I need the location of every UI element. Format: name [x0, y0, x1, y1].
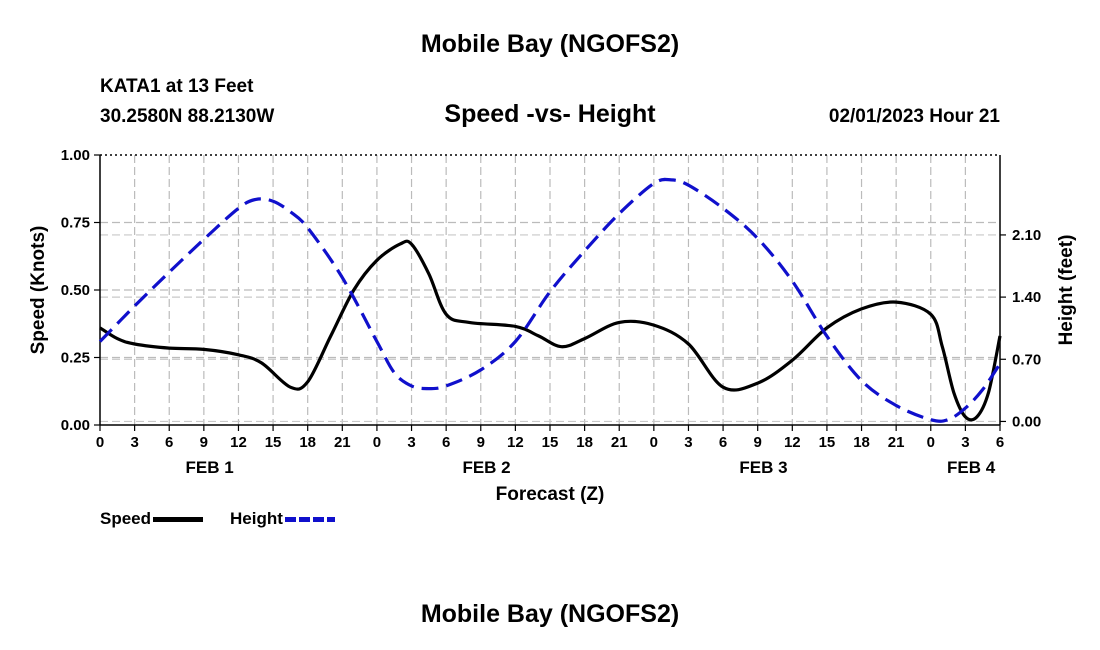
x-tick-label: 12 [784, 434, 801, 451]
y-tick-label-right: 0.00 [1012, 413, 1041, 430]
y-tick-label-left: 0.25 [61, 350, 90, 367]
legend-height-swatch [284, 516, 335, 522]
y-tick-label-left: 0.75 [61, 215, 90, 232]
y-axis-title-left: Speed (Knots) [28, 226, 49, 355]
x-tick-label: 0 [373, 434, 381, 451]
x-tick-label: 0 [96, 434, 104, 451]
x-tick-label: 21 [611, 434, 628, 451]
legend-speed: Speed [100, 509, 204, 529]
x-day-label: FEB 4 [947, 458, 996, 477]
x-tick-label: 3 [130, 434, 138, 451]
x-tick-label: 15 [265, 434, 282, 451]
x-tick-label: 6 [719, 434, 727, 451]
y-tick-label-right: 2.10 [1012, 227, 1041, 244]
y-tick-label-left: 1.00 [61, 147, 90, 164]
x-tick-label: 0 [650, 434, 658, 451]
x-tick-label: 18 [576, 434, 593, 451]
y-axis-title-right: Height (feet) [1056, 235, 1077, 346]
x-tick-label: 15 [542, 434, 559, 451]
y-tick-label-left: 0.00 [61, 417, 90, 434]
x-tick-label: 6 [996, 434, 1004, 451]
x-tick-label: 6 [442, 434, 450, 451]
footer-title: Mobile Bay (NGOFS2) [420, 600, 680, 628]
forecast-datetime: 02/01/2023 Hour 21 [828, 106, 1000, 127]
y-tick-label-left: 0.50 [61, 282, 90, 299]
chart-subtitle: Speed -vs- Height [444, 100, 656, 128]
x-tick-label: 21 [334, 434, 351, 451]
legend-height: Height [230, 509, 335, 529]
x-tick-label: 3 [407, 434, 415, 451]
x-tick-label: 18 [853, 434, 870, 451]
x-tick-label: 9 [200, 434, 208, 451]
y-tick-label-right: 0.70 [1012, 351, 1041, 368]
x-tick-label: 3 [684, 434, 692, 451]
y-tick-label-right: 1.40 [1012, 289, 1041, 306]
x-tick-label: 21 [888, 434, 905, 451]
station-label: KATA1 at 13 Feet [100, 76, 254, 97]
legend-speed-label: Speed [100, 509, 152, 528]
station-coordinates: 30.2580N 88.2130W [100, 106, 275, 127]
x-tick-label: 18 [299, 434, 316, 451]
x-axis-title: Forecast (Z) [496, 484, 605, 505]
x-tick-label: 3 [961, 434, 969, 451]
x-tick-label: 6 [165, 434, 173, 451]
x-tick-label: 12 [507, 434, 524, 451]
series-line-height [98, 177, 1002, 423]
x-day-label: FEB 1 [186, 458, 234, 477]
legend-height-label: Height [230, 509, 283, 528]
legend-speed-swatch [153, 516, 204, 522]
x-tick-label: 0 [927, 434, 935, 451]
x-day-label: FEB 3 [739, 458, 787, 477]
x-tick-label: 9 [754, 434, 762, 451]
x-tick-label: 15 [819, 434, 836, 451]
x-tick-label: 9 [477, 434, 485, 451]
x-day-label: FEB 2 [462, 458, 510, 477]
series-line-speed [99, 239, 1002, 422]
page-title: Mobile Bay (NGOFS2) [420, 30, 680, 58]
x-tick-label: 12 [230, 434, 247, 451]
